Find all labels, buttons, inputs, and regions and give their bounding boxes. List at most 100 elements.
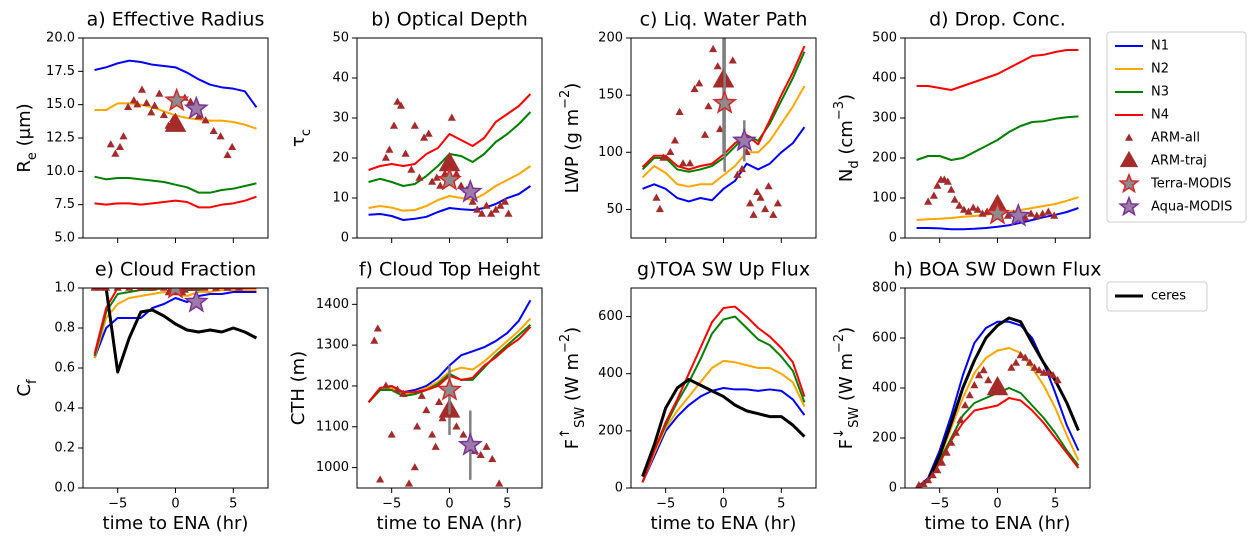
triangle-marker bbox=[929, 191, 938, 199]
triangle-marker bbox=[666, 147, 675, 155]
y-tick-label: 400 bbox=[598, 366, 623, 381]
legend-label: N1 bbox=[1151, 39, 1169, 54]
triangle-marker bbox=[188, 288, 197, 291]
triangle-marker bbox=[102, 288, 111, 291]
star-marker bbox=[437, 166, 462, 191]
x-tick-label: 5 bbox=[229, 497, 237, 512]
triangle-marker bbox=[984, 376, 993, 384]
panel: c) Liq. Water Path LWP (g m−2) 50 100 150 200 bbox=[558, 9, 817, 243]
y-axis-label: Re (μm) bbox=[14, 103, 40, 172]
axes-frame bbox=[82, 37, 269, 239]
series-line bbox=[93, 288, 257, 357]
triangle-marker bbox=[947, 185, 956, 193]
star-marker bbox=[164, 87, 190, 112]
y-tick-label: 0 bbox=[889, 231, 897, 246]
y-tick-label: 300 bbox=[872, 111, 897, 126]
triangle-marker bbox=[979, 366, 988, 374]
triangle-marker bbox=[473, 205, 482, 213]
y-tick-label: 0.0 bbox=[54, 481, 75, 496]
y-tick-label: 0.2 bbox=[54, 441, 75, 456]
y-axis-label: LWP (g m−2) bbox=[558, 83, 583, 194]
series-line bbox=[916, 115, 1079, 161]
triangle-marker bbox=[228, 142, 237, 151]
triangle-marker bbox=[119, 132, 128, 140]
triangle-marker bbox=[147, 108, 156, 116]
y-tick-label: 400 bbox=[872, 71, 897, 86]
triangle-marker bbox=[495, 479, 504, 487]
y-tick-label: 100 bbox=[872, 191, 897, 206]
y-tick-label: 50 bbox=[332, 31, 349, 46]
y-axis-label-part: F bbox=[562, 439, 583, 449]
series-line bbox=[915, 347, 1080, 488]
triangle-marker bbox=[186, 97, 195, 105]
triangle-marker bbox=[452, 422, 461, 430]
triangle-marker bbox=[959, 205, 969, 213]
triangle-marker bbox=[96, 288, 105, 291]
triangle-marker bbox=[389, 121, 399, 129]
triangle-marker bbox=[106, 140, 115, 148]
triangle-marker bbox=[428, 430, 437, 438]
large-triangle-marker bbox=[1119, 150, 1139, 168]
y-axis-label-part: d bbox=[847, 160, 862, 168]
panel-title: a) Effective Radius bbox=[87, 9, 265, 31]
triangle-marker bbox=[675, 107, 684, 115]
y-axis-label-part: ) bbox=[836, 327, 857, 334]
triangle-marker bbox=[1021, 353, 1030, 361]
triangle-marker bbox=[150, 101, 159, 109]
triangle-marker bbox=[655, 204, 664, 213]
triangle-marker bbox=[956, 416, 965, 424]
triangle-marker bbox=[159, 110, 168, 119]
y-axis-label-part: −3 bbox=[832, 101, 847, 120]
series-line bbox=[94, 59, 258, 108]
triangle-marker bbox=[1035, 366, 1044, 374]
triangle-marker bbox=[695, 79, 704, 87]
triangle-marker bbox=[773, 199, 782, 207]
triangle-marker bbox=[90, 288, 99, 291]
triangle-marker bbox=[452, 169, 461, 177]
triangle-marker bbox=[399, 389, 408, 397]
plot-area bbox=[914, 316, 1080, 488]
triangle-marker bbox=[436, 181, 445, 189]
series-line bbox=[368, 185, 532, 221]
triangle-marker bbox=[431, 442, 440, 450]
triangle-marker bbox=[435, 397, 444, 405]
y-axis-label-part: f bbox=[25, 379, 40, 384]
star-marker bbox=[731, 127, 757, 152]
y-tick-label: 20 bbox=[332, 151, 349, 166]
series-line bbox=[94, 288, 258, 374]
triangle-marker bbox=[652, 193, 661, 201]
triangle-marker bbox=[504, 209, 513, 217]
triangle-marker bbox=[500, 197, 510, 205]
y-tick-label: 1200 bbox=[316, 378, 349, 393]
triangle-marker bbox=[396, 101, 405, 109]
triangle-marker bbox=[919, 479, 928, 487]
y-tick-label: 1000 bbox=[316, 460, 349, 475]
triangle-marker bbox=[137, 85, 147, 93]
triangle-marker bbox=[1032, 211, 1041, 219]
large-triangle-marker bbox=[438, 152, 461, 172]
y-tick-label: 5.0 bbox=[54, 231, 75, 246]
axes-frame bbox=[630, 287, 817, 489]
x-tick-label: 0 bbox=[171, 497, 179, 512]
triangle-marker bbox=[685, 159, 695, 167]
panel-title: g)TOA SW Up Flux bbox=[637, 259, 810, 281]
triangle-marker bbox=[942, 448, 951, 456]
series-line bbox=[94, 195, 257, 209]
triangle-marker bbox=[428, 177, 437, 185]
triangle-marker bbox=[970, 381, 979, 389]
y-axis-label-part: ↑ bbox=[558, 428, 573, 439]
triangle-marker bbox=[111, 149, 120, 157]
triangle-marker bbox=[223, 288, 232, 291]
triangle-marker bbox=[129, 96, 138, 104]
y-axis-label-part: LWP (g m bbox=[562, 109, 583, 193]
triangle-marker bbox=[459, 430, 468, 438]
y-axis-label: τc bbox=[288, 129, 314, 147]
triangle-marker bbox=[947, 438, 956, 446]
y-axis-label-part: (μm) bbox=[14, 103, 35, 152]
series-line bbox=[368, 165, 532, 212]
axes-frame bbox=[630, 37, 817, 239]
triangle-marker bbox=[200, 288, 209, 291]
triangle-marker bbox=[1053, 376, 1062, 384]
y-axis-label-part: ) bbox=[562, 327, 583, 334]
